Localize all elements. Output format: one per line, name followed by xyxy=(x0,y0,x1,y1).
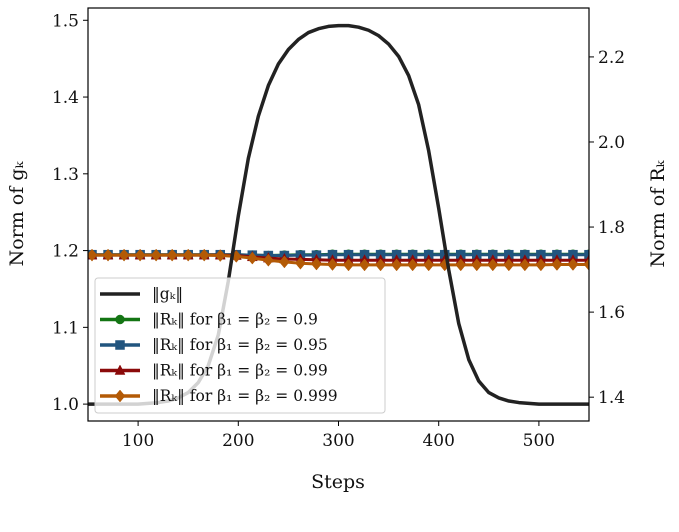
series-3-point xyxy=(295,256,306,270)
series-3-point xyxy=(134,248,146,262)
series-3-point xyxy=(535,258,547,272)
y-right-tick-label: 1.6 xyxy=(598,303,625,323)
legend-entry: ‖Rₖ‖ for β₁ = β₂ = 0.99 xyxy=(152,362,328,380)
series-3-point xyxy=(118,248,130,262)
x-tick-label: 300 xyxy=(322,431,354,451)
series-3-point xyxy=(551,258,563,271)
ticks: 100 200 300 400 500 1.0 1.1 1.2 1.3 1.4 1.5 1.4 1.6 1… xyxy=(52,11,625,451)
y-left-tick-label: 1.4 xyxy=(52,88,79,108)
legend-entry: ‖Rₖ‖ for β₁ = β₂ = 0.999 xyxy=(152,387,338,405)
y-right-tick-label: 2.0 xyxy=(598,133,625,153)
series-1-point xyxy=(584,249,589,260)
y-left-tick-label: 1.0 xyxy=(52,395,79,415)
series-3-point xyxy=(88,248,98,262)
series-3-point xyxy=(327,258,338,271)
y-axis-label-right: Norm of Rₖ xyxy=(647,159,669,267)
series-3-point xyxy=(583,258,589,271)
legend-marker xyxy=(114,389,126,403)
legend-entry: ‖Rₖ‖ for β₁ = β₂ = 0.9 xyxy=(152,311,318,329)
legend-entry: ‖gₖ‖ xyxy=(152,285,183,303)
y-right-tick-label: 2.2 xyxy=(598,48,625,68)
series-3-point xyxy=(279,255,290,269)
series-3-point xyxy=(487,258,499,272)
series-3-point xyxy=(375,258,386,272)
series-3-point xyxy=(423,258,435,272)
series-3-point xyxy=(311,257,322,271)
legend: ‖gₖ‖ ‖Rₖ‖ for β₁ = β₂ = 0.9 ‖Rₖ‖ for β₁ = … xyxy=(94,277,386,414)
series-3-point xyxy=(391,258,402,272)
series-3-point xyxy=(343,258,354,272)
x-tick-label: 500 xyxy=(523,431,555,451)
series-3-point xyxy=(182,248,194,262)
series-3-point xyxy=(503,258,515,272)
legend-entry: ‖Rₖ‖ for β₁ = β₂ = 0.95 xyxy=(152,336,328,354)
series-3-point xyxy=(150,248,162,262)
series-3-point xyxy=(214,249,226,262)
y-left-tick-label: 1.2 xyxy=(52,242,79,262)
y-left-tick-label: 1.5 xyxy=(52,11,79,31)
series-3-point xyxy=(407,258,418,272)
x-tick-label: 200 xyxy=(222,431,254,451)
series-3-point xyxy=(455,258,467,272)
legend-marker xyxy=(115,340,125,350)
y-left-tick-label: 1.1 xyxy=(52,318,79,338)
series-3-point xyxy=(166,248,178,262)
x-tick-label: 400 xyxy=(422,431,454,451)
legend-marker xyxy=(115,314,125,325)
series-3-point xyxy=(567,258,579,271)
y-right-tick-label: 1.8 xyxy=(598,218,625,238)
y-left-tick-label: 1.3 xyxy=(52,165,79,185)
legend-frame xyxy=(94,277,386,414)
series-lines xyxy=(88,23,589,406)
series-3-point xyxy=(359,258,370,272)
series-3-point xyxy=(263,253,274,267)
series-3-point xyxy=(102,248,114,262)
legend-marker xyxy=(114,364,126,375)
series-3-point xyxy=(198,248,210,262)
series-3-point xyxy=(519,258,531,272)
x-axis-label: Steps xyxy=(311,471,365,493)
y-right-tick-label: 1.4 xyxy=(598,388,625,408)
x-tick-label: 100 xyxy=(122,431,154,451)
series-3-point xyxy=(247,251,258,265)
series-3-point xyxy=(471,258,483,272)
y-axis-label-left: Norm of gₖ xyxy=(6,161,28,267)
